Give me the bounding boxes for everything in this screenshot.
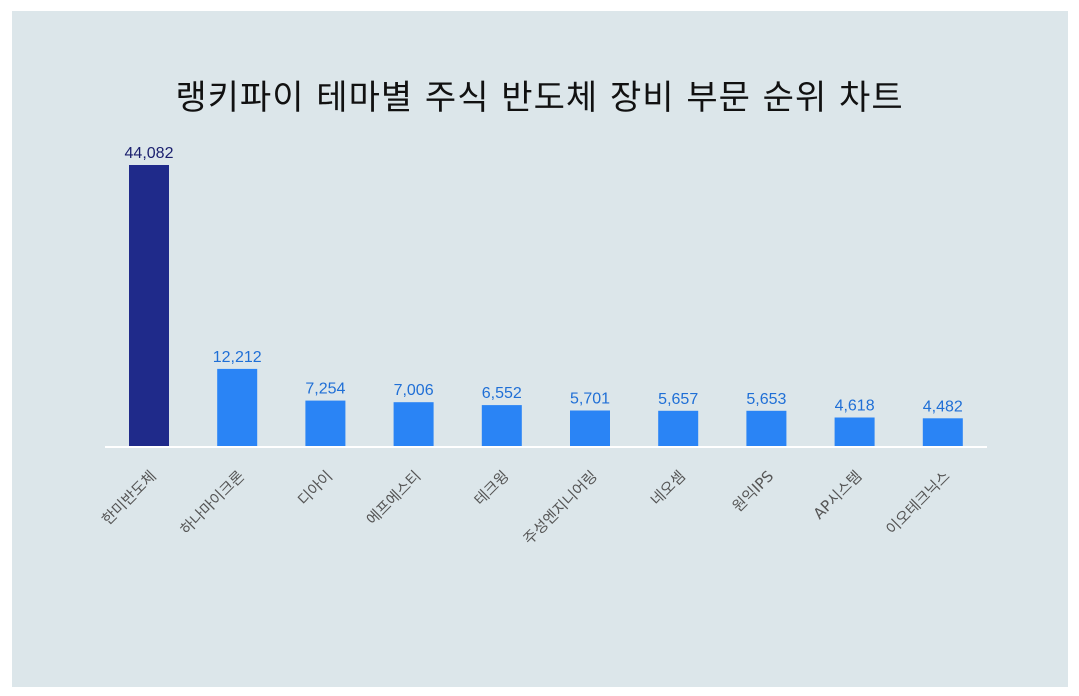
value-label-7: 5,657 (658, 391, 698, 408)
value-label-1: 44,082 (125, 145, 174, 162)
chart-title: 랭키파이 테마별 주식 반도체 장비 부문 순위 차트 (175, 78, 904, 118)
value-label-4: 7,006 (394, 382, 434, 399)
bar-9 (834, 417, 875, 447)
category-label-4: 에프에스티 (363, 467, 425, 529)
bars-layer (129, 165, 963, 447)
chart-background (12, 11, 1068, 687)
category-label-7: 네오셈 (647, 467, 689, 509)
bar-6 (570, 410, 610, 447)
value-label-8: 5,653 (746, 391, 786, 408)
bar-5 (481, 405, 522, 447)
value-label-9: 4,618 (835, 398, 875, 415)
category-labels-layer: 한미반도체 하나마이크론 디아이 에프에스티 테크윙 주성엔지니어링 네오셈 원익IPS AP시… (98, 467, 953, 548)
value-label-2: 12,212 (213, 349, 262, 366)
value-label-6: 5,701 (570, 391, 610, 408)
category-label-8: 원익IPS (729, 467, 778, 516)
category-label-6: 주성엔지니어링 (520, 467, 601, 548)
category-label-3: 디아이 (294, 467, 336, 509)
category-label-5: 테크윙 (471, 467, 513, 509)
bar-1 (129, 165, 169, 447)
category-label-2: 하나마이크론 (177, 467, 248, 538)
bar-4 (393, 402, 434, 447)
bar-8 (746, 410, 787, 447)
category-label-1: 한미반도체 (98, 467, 160, 529)
category-label-9: AP시스템 (810, 467, 866, 523)
bar-7 (658, 410, 699, 447)
value-label-5: 6,552 (482, 385, 522, 402)
bar-2 (217, 368, 258, 447)
category-label-10: 이오테크닉스 (882, 467, 953, 538)
value-labels-layer: 44,082 12,212 7,254 7,006 6,552 5,701 5,657 5,6… (125, 145, 963, 415)
value-label-3: 7,254 (305, 381, 345, 398)
bar-3 (305, 400, 346, 447)
value-label-10: 4,482 (923, 398, 963, 415)
bar-10 (922, 418, 963, 447)
